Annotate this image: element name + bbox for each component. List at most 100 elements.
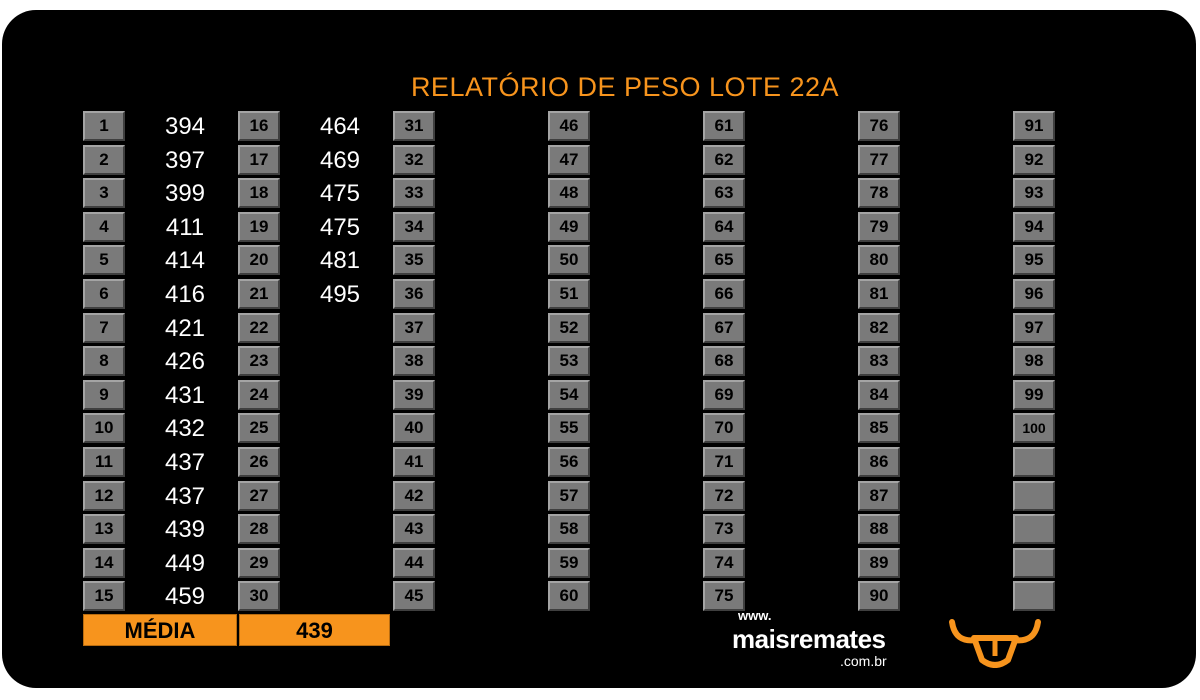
weight-value (1075, 412, 1155, 445)
animal-number: 83 (858, 346, 900, 377)
animal-number: 11 (83, 446, 125, 477)
animal-number: 67 (703, 312, 745, 343)
weight-value (300, 547, 380, 580)
animal-number: 7 (83, 312, 125, 343)
animal-number (1013, 480, 1055, 511)
animal-number: 39 (393, 379, 435, 410)
weight-value (920, 177, 1000, 210)
animal-number: 76 (858, 111, 900, 141)
weight-value (1075, 312, 1155, 345)
weight-value: 475 (319, 213, 361, 241)
animal-number: 3 (83, 178, 125, 209)
animal-number: 85 (858, 413, 900, 444)
animal-number: 43 (393, 514, 435, 545)
animal-number: 86 (858, 446, 900, 477)
animal-number: 55 (548, 413, 590, 444)
animal-number: 21 (238, 278, 280, 309)
weight-value (1075, 244, 1155, 277)
weight-value (300, 480, 380, 513)
animal-number: 42 (393, 480, 435, 511)
weight-value (455, 211, 535, 244)
animal-number: 77 (858, 144, 900, 175)
animal-number: 79 (858, 211, 900, 242)
weight-value: 432 (164, 415, 206, 443)
weight-value (610, 110, 690, 143)
animal-number: 6 (83, 278, 125, 309)
animal-number: 29 (238, 547, 280, 578)
animal-number: 5 (83, 245, 125, 276)
weight-value (920, 547, 1000, 580)
weight-value (765, 110, 845, 143)
animal-number: 99 (1013, 379, 1055, 410)
animal-number: 98 (1013, 346, 1055, 377)
animal-number: 25 (238, 413, 280, 444)
weight-value (455, 312, 535, 345)
weight-value (455, 412, 535, 445)
weight-value (610, 379, 690, 412)
animal-number: 22 (238, 312, 280, 343)
weight-value (610, 412, 690, 445)
animal-number: 90 (858, 581, 900, 612)
weight-value (765, 446, 845, 479)
weight-value (765, 244, 845, 277)
animal-number: 57 (548, 480, 590, 511)
weight-value (1075, 211, 1155, 244)
animal-number: 82 (858, 312, 900, 343)
animal-number: 61 (703, 111, 745, 141)
weight-value (1075, 547, 1155, 580)
animal-number: 65 (703, 245, 745, 276)
weight-value (455, 345, 535, 378)
weight-value (1075, 513, 1155, 546)
weight-value: 481 (319, 247, 361, 275)
weight-value (920, 513, 1000, 546)
weight-value (455, 110, 535, 143)
weight-value (920, 580, 1000, 613)
animal-number: 92 (1013, 144, 1055, 175)
weight-value (610, 144, 690, 177)
animal-number: 31 (393, 111, 435, 141)
weight-value: 394 (164, 113, 206, 140)
weight-value (455, 446, 535, 479)
weight-value (610, 480, 690, 513)
weight-value (765, 278, 845, 311)
weight-value (920, 278, 1000, 311)
animal-number: 2 (83, 144, 125, 175)
animal-number: 28 (238, 514, 280, 545)
weight-value (455, 177, 535, 210)
weight-value (1075, 144, 1155, 177)
weight-value: 475 (319, 180, 361, 208)
animal-number: 93 (1013, 178, 1055, 209)
weight-value (920, 211, 1000, 244)
average-label: MÉDIA (83, 614, 237, 646)
animal-number: 73 (703, 514, 745, 545)
weight-value (920, 345, 1000, 378)
animal-number: 38 (393, 346, 435, 377)
animal-number: 1 (83, 111, 125, 141)
weight-value (455, 278, 535, 311)
weight-value (610, 547, 690, 580)
animal-number: 15 (83, 581, 125, 612)
animal-number: 81 (858, 278, 900, 309)
animal-number (1013, 581, 1055, 612)
weight-value (610, 211, 690, 244)
weight-value (920, 244, 1000, 277)
weight-value (920, 412, 1000, 445)
weight-value (300, 580, 380, 613)
weight-value (765, 547, 845, 580)
animal-number: 33 (393, 178, 435, 209)
animal-number: 51 (548, 278, 590, 309)
weight-value (300, 379, 380, 412)
weight-value: 426 (164, 348, 206, 376)
weight-value (610, 580, 690, 613)
weight-value (765, 312, 845, 345)
weight-value: 439 (164, 516, 206, 544)
report-board (2, 10, 1196, 688)
animal-number: 27 (238, 480, 280, 511)
weight-value (610, 312, 690, 345)
weight-value (920, 312, 1000, 345)
weight-value (300, 345, 380, 378)
animal-number: 75 (703, 581, 745, 612)
weight-value (610, 446, 690, 479)
animal-number: 70 (703, 413, 745, 444)
weight-value (610, 244, 690, 277)
